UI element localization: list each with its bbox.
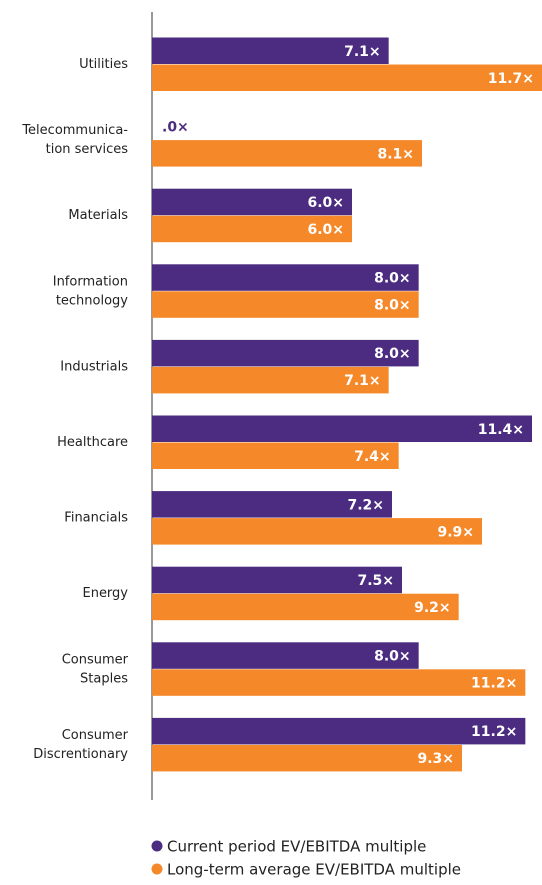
value-label: 7.2×	[347, 497, 384, 513]
value-label: 8.0×	[374, 298, 411, 314]
value-label: 7.1×	[344, 44, 381, 60]
legend-swatch	[151, 840, 163, 852]
bar	[152, 442, 399, 469]
value-label: 8.0×	[374, 271, 411, 287]
bar	[152, 291, 419, 318]
bar	[152, 744, 462, 772]
category-label: Telecommunica-tion services	[21, 123, 128, 157]
legend-swatch	[151, 863, 163, 875]
bar	[152, 415, 532, 442]
value-label: 7.4×	[354, 449, 391, 465]
bar	[152, 717, 526, 745]
value-label: 6.0×	[307, 222, 344, 238]
bar	[152, 37, 389, 64]
value-label: 9.2×	[414, 600, 451, 616]
category-label: Healthcare	[57, 435, 128, 450]
bar	[152, 188, 352, 216]
category-label: Utilities	[79, 57, 128, 72]
bar	[152, 64, 542, 91]
value-label: 9.3×	[417, 751, 454, 767]
bar	[152, 642, 419, 669]
category-label: Industrials	[60, 359, 128, 374]
bar	[152, 215, 352, 243]
bar	[152, 264, 419, 291]
value-label: .0×	[162, 119, 189, 135]
bar	[152, 339, 419, 367]
legend-label: Current period EV/EBITDA multiple	[167, 838, 426, 856]
bar	[152, 491, 392, 518]
bar	[152, 593, 459, 621]
value-label: 11.2×	[471, 676, 517, 692]
category-label: Energy	[82, 586, 128, 601]
value-label: 11.4×	[478, 422, 524, 438]
value-label: 8.0×	[374, 649, 411, 665]
bar	[152, 366, 389, 394]
bar	[152, 669, 526, 696]
legend-label: Long-term average EV/EBITDA multiple	[167, 861, 461, 879]
bar	[152, 518, 482, 545]
value-label: 11.7×	[488, 71, 534, 87]
bar	[152, 566, 402, 594]
value-label: 9.9×	[437, 524, 474, 540]
value-label: 8.1×	[377, 146, 414, 162]
value-label: 8.0×	[374, 346, 411, 362]
category-label: Information technology	[53, 274, 129, 308]
value-label: 6.0×	[307, 195, 344, 211]
value-label: 7.5×	[357, 573, 394, 589]
category-label: Materials	[68, 208, 128, 223]
value-label: 7.1×	[344, 373, 381, 389]
category-label: Consumer Staples	[62, 652, 129, 686]
bar	[152, 140, 422, 167]
value-label: 11.2×	[471, 724, 517, 740]
category-label: Financials	[64, 510, 128, 525]
category-label: Consumer Discrentionary	[33, 727, 128, 761]
